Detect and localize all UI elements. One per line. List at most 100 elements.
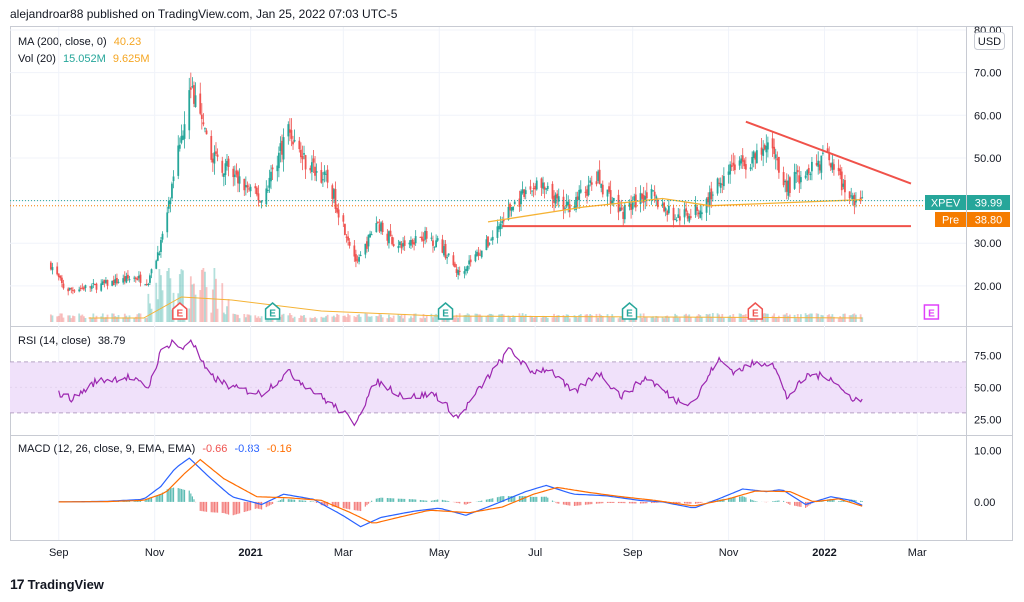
macd-histogram-bar [575, 501, 577, 506]
macd-histogram-bar [435, 499, 437, 502]
volume-bar [380, 314, 382, 322]
volume-bar [513, 316, 516, 322]
volume-bar [271, 318, 274, 322]
macd-histogram-bar [311, 501, 313, 502]
candle-body [402, 242, 404, 247]
volume-bar [573, 315, 576, 322]
macd-histogram-bar [455, 501, 458, 503]
macd-histogram-bar [655, 501, 657, 503]
macd-histogram-bar [617, 501, 620, 504]
volume-bar [861, 317, 864, 322]
volume-bar [257, 316, 260, 322]
macd-histogram-bar [210, 501, 212, 513]
macd-histogram-bar [356, 501, 359, 511]
candle-body [304, 155, 307, 170]
volume-bar [612, 317, 615, 322]
macd-histogram-bar [287, 499, 289, 502]
earnings-marker-label: E [176, 309, 183, 320]
macd-histogram-bar [795, 501, 797, 507]
candle-body [421, 236, 423, 241]
candle-body [205, 130, 208, 135]
volume-bar [122, 317, 125, 322]
volume-bar [254, 315, 257, 322]
volume-bar [312, 318, 315, 322]
macd-histogram-bar [683, 501, 686, 504]
candle-body [435, 240, 438, 248]
candle-body [600, 183, 603, 188]
candle-body [488, 243, 491, 245]
macd-histogram-bar [698, 501, 700, 504]
candle-body [270, 171, 272, 182]
candle-body [355, 254, 357, 262]
volume-bar [652, 316, 654, 322]
macd-histogram-bar [687, 501, 689, 504]
candle-body [708, 192, 711, 206]
macd-histogram-bar [485, 499, 488, 502]
candle-body [51, 267, 54, 271]
candle-body [811, 161, 813, 172]
volume-bar [672, 317, 675, 322]
candle-body [443, 246, 445, 256]
volume-bar [510, 318, 513, 322]
macd-histogram-bar [753, 500, 755, 502]
candle-body [826, 148, 829, 153]
macd-histogram-bar [349, 501, 351, 510]
currency-button[interactable] [974, 32, 1005, 50]
candle-body [103, 279, 106, 284]
macd-histogram-bar [652, 501, 654, 503]
volume-bar [733, 317, 736, 322]
volume-bar [73, 316, 76, 322]
candle-body [425, 231, 428, 239]
candle-body [721, 183, 724, 185]
candle-body [531, 190, 533, 192]
candle-body [123, 276, 126, 282]
candle-body [784, 180, 787, 183]
macd-histogram-bar [432, 500, 434, 502]
candle-body [290, 130, 293, 139]
candle-body [367, 234, 370, 247]
volume-bar [369, 316, 371, 322]
candle-body [763, 144, 766, 150]
earnings-marker-box [747, 302, 764, 320]
macd-histogram-bar [375, 498, 377, 502]
macd-histogram-bar [245, 501, 247, 512]
earnings-marker: E [747, 302, 764, 320]
candle-body [851, 195, 854, 200]
candle-body [277, 152, 280, 169]
volume-bar [299, 315, 302, 322]
candle-body [381, 222, 384, 232]
earnings-marker-box [172, 302, 188, 320]
volume-bar [677, 317, 680, 322]
ma-legend-value: 40.23 [113, 36, 142, 48]
candle-body [595, 181, 598, 185]
candle-body [477, 252, 480, 256]
volume-bar [744, 314, 747, 322]
candle-body [490, 239, 493, 241]
macd-histogram-bar [773, 501, 775, 502]
candle-body [356, 259, 359, 261]
candle-body [265, 188, 268, 205]
volume-bar [590, 315, 593, 322]
tradingview-logo[interactable]: 17 TradingView [10, 576, 104, 592]
candle-body [796, 170, 799, 173]
macd-histogram-bar [364, 501, 366, 507]
volume-bar [222, 312, 225, 322]
volume-bar [325, 316, 327, 322]
volume-bar [205, 287, 208, 322]
volume-bar [246, 314, 249, 322]
candle-body [754, 153, 757, 160]
volume-bar [707, 314, 710, 322]
volume-bar [414, 313, 417, 322]
volume-bar [532, 317, 535, 322]
volume-bar [818, 318, 821, 322]
candle-body [408, 242, 411, 245]
candle-body [215, 151, 217, 154]
vol-legend-label: Vol (20) [18, 53, 56, 65]
macd-histogram-bar [271, 501, 274, 504]
volume-bar [474, 313, 477, 322]
publisher-header: alejandroar88 published on TradingView.c… [10, 7, 398, 21]
volume-bar [83, 316, 85, 322]
volume-bar [587, 315, 590, 322]
volume-bar [589, 314, 592, 322]
